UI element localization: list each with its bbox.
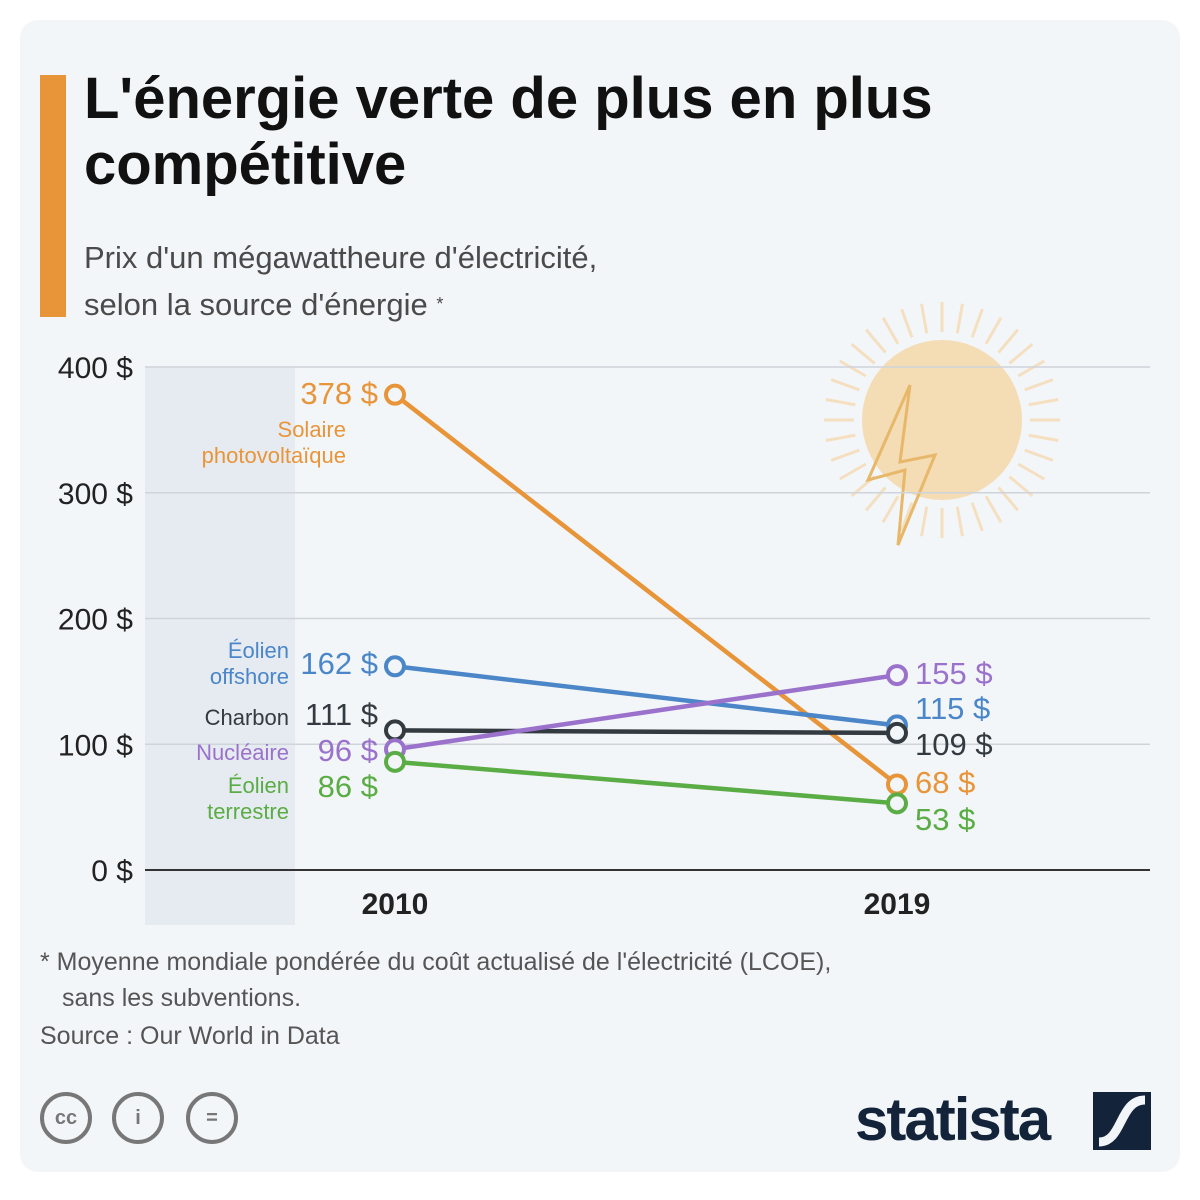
sun-ray: [984, 495, 1003, 523]
sun-ray: [881, 317, 900, 345]
sun-ray: [830, 448, 860, 462]
data-point: [886, 721, 908, 744]
series-name-label: Éolien: [228, 773, 289, 798]
data-label: 53 $: [915, 802, 975, 837]
series-line: [394, 728, 898, 736]
sun-ray: [825, 398, 856, 407]
sun-ray: [900, 308, 914, 338]
series-name-label: Charbon: [205, 705, 289, 730]
lightning-icon: [865, 384, 938, 546]
data-label: 96 $: [318, 733, 378, 768]
sun-ray: [984, 317, 1003, 345]
data-point: [384, 750, 406, 773]
data-point: [886, 773, 908, 796]
sun-ray: [1028, 398, 1059, 407]
footnote-line-2: sans les subventions.: [62, 984, 302, 1012]
series-name-label: terrestre: [207, 799, 289, 824]
series-name-label: photovoltaïque: [202, 443, 346, 468]
sun-ray: [1024, 378, 1054, 392]
source-text: Source : Our World in Data: [40, 1022, 340, 1050]
data-label: 378 $: [300, 376, 378, 411]
data-label: 155 $: [915, 656, 993, 691]
sun-ray: [970, 308, 984, 338]
sun-ray: [955, 506, 964, 537]
x-tick-label: 2019: [864, 888, 931, 921]
sun-ray: [920, 303, 929, 334]
highlight-band: [145, 367, 295, 925]
data-point: [384, 719, 406, 742]
statista-logo[interactable]: statista: [855, 1086, 1051, 1153]
footnote-line-1: * Moyenne mondiale pondérée du coût actu…: [40, 948, 832, 976]
sun-ray: [865, 486, 887, 512]
no-derivatives-icon[interactable]: =: [186, 1092, 238, 1144]
sun-ray: [997, 486, 1019, 512]
data-point: [886, 664, 908, 687]
y-tick-label: 300 $: [58, 478, 133, 511]
y-tick-label: 400 $: [58, 352, 133, 385]
y-tick-label: 0 $: [91, 855, 133, 888]
data-point: [384, 383, 406, 406]
sun-ray: [997, 328, 1019, 354]
series-line: [394, 759, 898, 806]
sun-ray: [839, 462, 867, 481]
x-tick-label: 2010: [362, 888, 429, 921]
subtitle-line-1: Prix d'un mégawattheure d'électricité,: [84, 240, 598, 275]
data-label: 68 $: [915, 765, 975, 800]
data-label: 162 $: [300, 646, 378, 681]
footnote: * Moyenne mondiale pondérée du coût actu…: [40, 944, 831, 1016]
sun-icon: [824, 302, 1060, 546]
sun-ray: [825, 433, 856, 442]
series-line: [394, 664, 898, 728]
series-name-label: Solaire: [278, 417, 346, 442]
data-label: 86 $: [318, 769, 378, 804]
data-point: [886, 792, 908, 815]
sun-ray: [865, 328, 887, 354]
series-line: [393, 392, 899, 787]
sun-ray: [850, 343, 876, 365]
sun-disc: [862, 340, 1022, 500]
data-label: 109 $: [915, 727, 993, 762]
sun-ray: [900, 502, 914, 532]
footnote-marker: *: [436, 294, 444, 314]
sun-ray: [1017, 359, 1045, 378]
y-tick-label: 100 $: [58, 729, 133, 762]
sun-ray: [1024, 448, 1054, 462]
chart-subtitle: Prix d'un mégawattheure d'électricité, s…: [84, 234, 597, 328]
attribution-icon[interactable]: i: [112, 1092, 164, 1144]
sun-ray: [839, 359, 867, 378]
sun-ray: [830, 378, 860, 392]
accent-bar: [40, 75, 66, 317]
data-label: 111 $: [305, 697, 378, 732]
y-tick-label: 200 $: [58, 604, 133, 637]
statista-logo-mark: [1093, 1092, 1151, 1150]
sun-ray: [920, 506, 929, 537]
series-name-label: Éolien: [228, 638, 289, 663]
sun-ray: [955, 303, 964, 334]
sun-ray: [881, 495, 900, 523]
data-label: 115 $: [915, 691, 990, 726]
chart-title: L'énergie verte de plus en plus compétit…: [84, 66, 933, 197]
sun-ray: [970, 502, 984, 532]
subtitle-line-2: selon la source d'énergie: [84, 287, 428, 322]
data-point: [384, 655, 406, 678]
series-name-label: Nucléaire: [196, 740, 289, 765]
series-name-label: offshore: [210, 664, 289, 689]
sun-ray: [1008, 343, 1034, 365]
series-line: [394, 672, 898, 752]
sun-ray: [1017, 462, 1045, 481]
cc-icon[interactable]: cc: [40, 1092, 92, 1144]
sun-ray: [1028, 433, 1059, 442]
